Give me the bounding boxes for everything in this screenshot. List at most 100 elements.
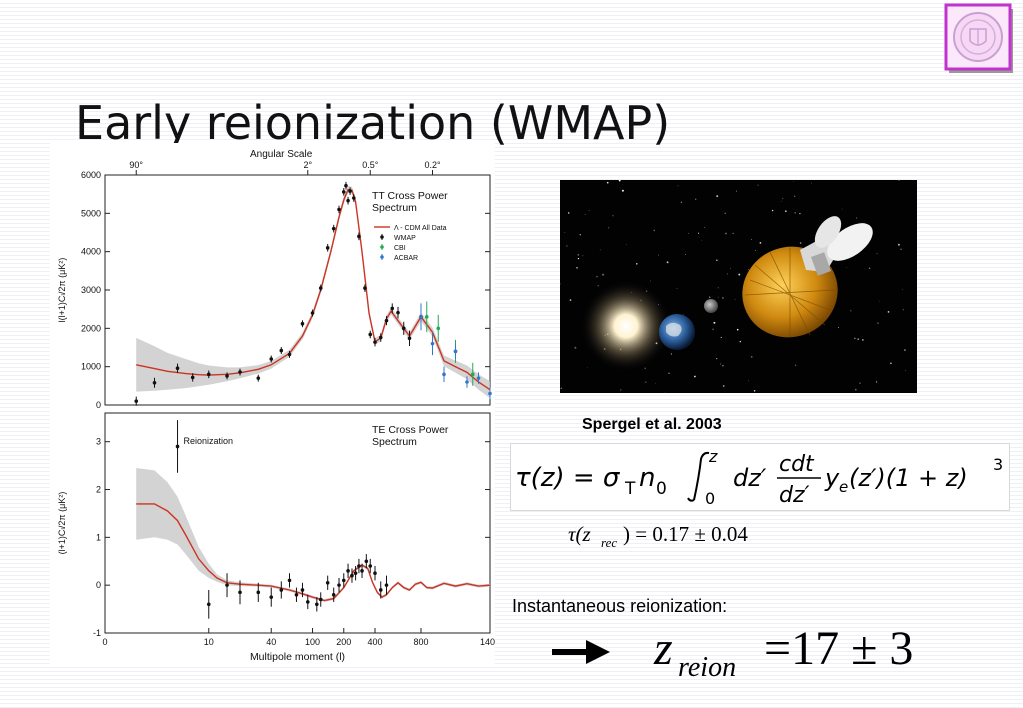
tt-wmap-point [363,286,367,290]
te-wmap-point [294,592,299,597]
te-wmap-point [175,444,180,449]
tt-wmap-point [378,335,383,340]
tt-wmap-point [407,336,412,341]
citation: Spergel et al. 2003 [582,416,722,433]
tt-acbar-point [453,349,458,354]
eq1-dz: dz′ [733,464,767,492]
tt-acbar-point [430,341,435,346]
tt-ytick-label: 4000 [81,247,101,257]
eq1-int-lower: 0 [705,489,715,508]
tt-wmap-point [256,376,261,380]
eq2-lhs: τ(z [568,522,591,546]
tt-wmap-point [238,370,242,374]
te-xtick-label: 100 [305,637,320,647]
tt-ytick-label: 1000 [81,362,101,372]
te-wmap-point [341,578,346,583]
te-model-line [136,503,491,602]
tt-legend-swatch-dot [380,245,384,249]
power-spectrum-figure: 0 1000 2000 3000 4000 5000 6000 Angular Scale 90… [50,143,500,665]
te-model-uncertainty-band [136,468,490,602]
te-wmap-point [269,595,274,599]
eq1-frac-den: dz′ [779,483,810,508]
tt-wmap-point [384,318,389,323]
te-wmap-point [256,590,261,595]
tt-acbar-point [442,372,446,377]
te-xtick-label: 1400 [480,637,495,647]
tt-legend-entry: WMAP [394,235,416,242]
eq1-sub-T: T [624,479,636,499]
instantaneous-label: Instantaneous reionization: [512,596,728,616]
te-wmap-point [325,580,330,585]
eq3-rhs: =17 ± 3 [764,622,913,675]
optical-depth-equation: τ(z) = σ T n 0 z 0 dz′ cdt dz′ y e (z′)(… [510,443,1010,511]
tt-legend-entry: Λ - CDM All Data [394,225,447,232]
te-wmap-point [305,600,310,604]
te-title-line2: Spectrum [372,436,417,448]
eq2-rhs: ) = 0.17 ± 0.04 [623,522,748,546]
te-annotation: Reionization [184,436,234,446]
te-xtick-label: 800 [413,637,428,647]
te-ytick-label: 0 [96,580,101,590]
tt-wmap-point [337,207,341,212]
slide-title: Early reionization (WMAP) [75,96,671,150]
tt-top-tick-label: 0.2° [424,160,441,170]
tt-legend-entry: ACBAR [394,255,418,262]
eq1-ye-sub: e [839,478,848,496]
tt-top-tick-label: 90° [129,160,143,170]
wmap-spacecraft-illustration [560,180,917,393]
z-reion-equation: z reion =17 ± 3 [653,622,913,683]
tt-ylabel: l(l+1)Cₗ/2π (μK²) [57,258,67,323]
eq1-lhs: τ(z) = σ [515,463,621,493]
tt-ytick-label: 2000 [81,323,101,333]
tt-acbar-point [476,376,481,380]
tt-wmap-point [344,183,348,188]
te-wmap-point [350,573,354,578]
te-wmap-point [225,583,229,587]
te-xtick-label: 40 [266,637,276,647]
tt-wmap-point [279,348,284,353]
tt-wmap-point [152,380,157,385]
tt-ytick-label: 5000 [81,208,101,218]
eq3-sub: reion [678,652,736,683]
tt-cbi-point [424,315,429,319]
te-wmap-point [360,569,364,573]
tt-wmap-point [175,366,180,370]
tt-title-line2: Spectrum [372,202,417,214]
te-xtick-label: 0 [102,637,107,647]
tt-model-line [136,188,491,391]
tt-acbar-point [465,380,469,384]
te-frame [104,412,491,634]
te-wmap-point [300,588,305,592]
tt-wmap-point [390,306,395,311]
tt-wmap-point [396,310,400,315]
te-wmap-point [331,592,336,597]
te-wmap-point [368,564,373,568]
arrow-right-icon [552,640,610,664]
tt-wmap-point [318,286,323,290]
tau-rec-equation: τ(z rec ) = 0.17 ± 0.04 [568,522,748,550]
tt-wmap-point [300,321,305,326]
te-ytick-label: -1 [93,628,101,638]
tt-ytick-label: 3000 [81,285,101,295]
te-wmap-point [318,597,323,602]
te-wmap-point [378,588,383,592]
tt-model-uncertainty-band [136,186,490,399]
eq1-power: 3 [993,455,1003,474]
te-wmap-point [364,559,369,564]
te-wmap-point [206,602,211,607]
tt-wmap-point [348,189,352,193]
tt-wmap-point [134,399,139,403]
te-ytick-label: 3 [96,437,101,447]
tt-wmap-point [346,198,350,203]
te-wmap-point [287,578,292,583]
tt-wmap-point [341,190,346,194]
tt-title-line1: TT Cross Power [372,190,448,202]
eq1-n: n [639,463,655,493]
te-wmap-point [238,590,242,595]
tt-wmap-point [310,311,315,315]
eq1-int-upper: z [708,447,718,466]
te-wmap-point [373,571,377,576]
tt-wmap-point [401,326,406,331]
te-xtick-label: 400 [367,637,382,647]
